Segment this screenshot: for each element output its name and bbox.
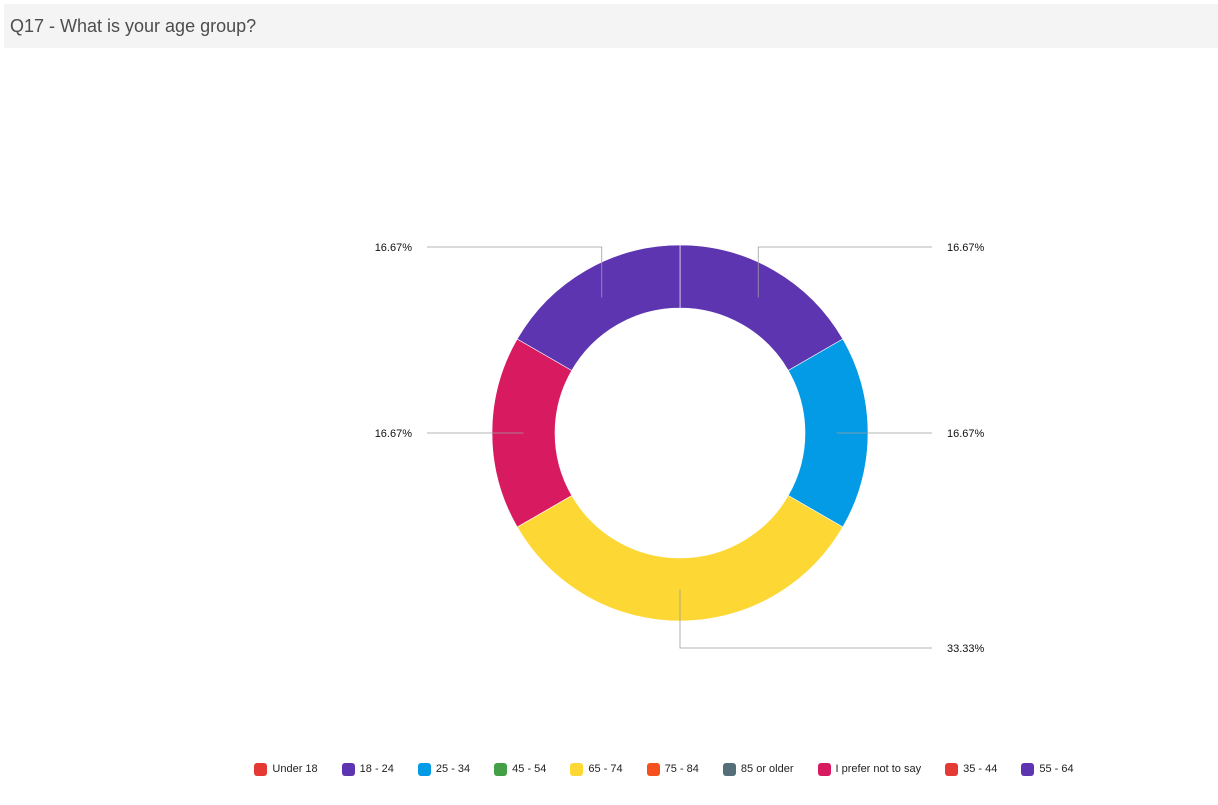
legend-item-35-44[interactable]: 35 - 44 — [945, 762, 998, 776]
legend-label: I prefer not to say — [835, 763, 922, 775]
legend-swatch — [945, 762, 959, 776]
data-label-25-34: 16.67% — [947, 428, 985, 440]
chart-legend: Under 18 18 - 24 25 - 34 45 - 54 65 - 74 75 -… — [0, 760, 1218, 778]
legend-label: 55 - 64 — [1039, 763, 1074, 775]
legend-swatch — [254, 762, 268, 776]
legend-label: 45 - 54 — [512, 763, 547, 775]
leader-line-55-64 — [427, 246, 603, 298]
legend-swatch — [1021, 762, 1035, 776]
donut-chart: 16.67% 16.67% 33.33% 16.67% 16.67% — [0, 48, 1218, 748]
data-label-55-64: 16.67% — [375, 242, 413, 254]
legend-item-25-34[interactable]: 25 - 34 — [417, 762, 471, 776]
legend-swatch — [817, 762, 831, 776]
legend-label: 65 - 74 — [588, 763, 623, 775]
question-header: Q17 - What is your age group? — [4, 4, 1218, 48]
legend-item-65-74[interactable]: 65 - 74 — [570, 762, 623, 776]
donut-chart-svg: 16.67% 16.67% 33.33% 16.67% 16.67% — [375, 242, 985, 655]
data-label-18-24: 16.67% — [947, 242, 985, 254]
legend-item-85-or-older[interactable]: 85 or older — [722, 762, 794, 776]
legend-label: Under 18 — [272, 763, 318, 775]
legend-item-i-prefer-not-to-say[interactable]: I prefer not to say — [817, 762, 922, 776]
legend-label: 75 - 84 — [664, 763, 699, 775]
leader-line-18-24 — [757, 246, 932, 298]
legend-swatch — [722, 762, 736, 776]
legend-swatch — [341, 762, 355, 776]
slice-18-24[interactable] — [679, 244, 844, 371]
slices-layer — [491, 244, 869, 622]
question-title: Q17 - What is your age group? — [10, 16, 257, 36]
data-label-65-74: 33.33% — [947, 643, 985, 655]
legend-label: 35 - 44 — [963, 763, 998, 775]
data-label-i-prefer-not-to-say: 16.67% — [375, 428, 413, 440]
legend-label: 85 or older — [740, 763, 794, 775]
leader-lines-layer — [427, 246, 932, 649]
data-labels-layer: 16.67% 16.67% 33.33% 16.67% 16.67% — [375, 242, 985, 655]
legend-item-75-84[interactable]: 75 - 84 — [646, 762, 699, 776]
leader-line-65-74 — [679, 589, 932, 649]
legend-swatch — [417, 762, 431, 776]
slice-55-64[interactable] — [516, 244, 681, 371]
legend-swatch — [646, 762, 660, 776]
legend-label: 18 - 24 — [359, 763, 394, 775]
legend-swatch — [494, 762, 508, 776]
legend-item-45-54[interactable]: 45 - 54 — [494, 762, 547, 776]
legend-swatch — [570, 762, 584, 776]
slice-65-74[interactable] — [516, 495, 844, 622]
legend-item-under-18[interactable]: Under 18 — [254, 762, 318, 776]
legend-item-18-24[interactable]: 18 - 24 — [341, 762, 394, 776]
legend-item-55-64[interactable]: 55 - 64 — [1021, 762, 1074, 776]
legend-label: 25 - 34 — [435, 763, 471, 775]
